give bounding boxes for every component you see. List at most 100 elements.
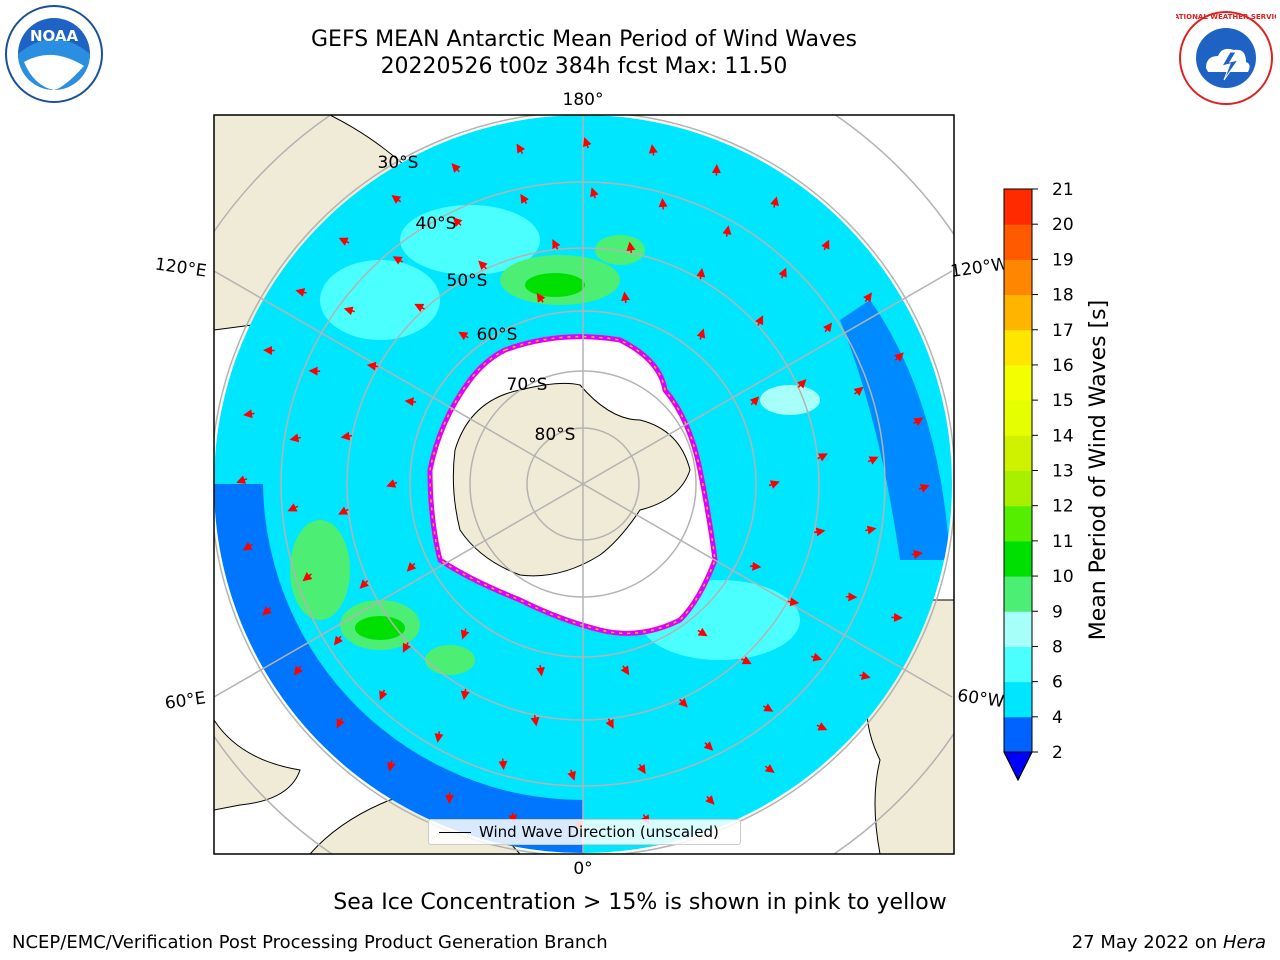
wind-arrow [778,267,787,279]
wind-arrow [863,292,873,303]
colorbar-segment [1004,224,1032,260]
wind-arrow [289,433,301,443]
colorbar-segment [1004,576,1032,612]
wind-arrow [749,561,762,571]
wind-arrow [811,652,823,662]
colorbar-segment [1004,681,1032,718]
wind-arrow [865,525,877,535]
colorbar-tick-label: 8 [1052,637,1063,657]
wind-arrow [478,260,488,271]
wind-arrow [520,193,529,205]
lat-label-60s: 60°S [477,325,518,345]
wind-arrow [859,671,871,680]
colorbar-tick-label: 15 [1052,391,1074,411]
wind-arrow [817,453,828,462]
wind-arrow [366,361,379,371]
colorbar-segment [1004,435,1032,471]
wind-arrow [386,479,398,488]
wind-arrow [460,688,470,701]
chart-subtitle: 20220526 t00z 384h fcst Max: 11.50 [380,54,788,79]
wind-arrow [583,137,592,149]
colorbar-tick-label: 18 [1052,286,1074,306]
wind-arrow [590,187,599,199]
wind-arrow [242,541,253,551]
wind-arrow [333,635,343,646]
wind-arrow [530,714,540,727]
wind-arrow [379,689,388,701]
colorbar-segment [1004,716,1032,753]
wind-arrow [460,628,470,640]
wind-arrow [823,322,833,333]
nws-logo-icon: NATIONAL WEATHER SERVICE [1168,8,1280,108]
colorbar-tick-label: 21 [1052,180,1074,200]
wind-arrow [648,144,658,156]
sea-ice-caption: Sea Ice Concentration > 15% is shown in … [333,890,947,915]
lat-label-50s: 50°S [447,271,488,291]
colorbar-segment [1004,646,1032,683]
wind-arrow [816,722,828,731]
wind-arrow [911,549,923,559]
wind-arrow [336,717,345,729]
colorbar-tick-label: 10 [1052,567,1074,587]
wind-arrow [894,352,904,362]
colorbar-tick-label: 13 [1052,462,1074,482]
colorbar-segment [1004,189,1032,225]
wind-arrow [741,656,752,665]
footer-host: Hera [1222,932,1266,953]
footer-branch: NCEP/EMC/Verification Post Processing Pr… [12,932,608,953]
noaa-logo-text: NOAA [30,27,79,45]
colorbar-segment [1004,400,1032,436]
wind-arrow [302,572,313,582]
wind-arrow [404,397,417,407]
wind-arrow [552,239,561,250]
wind-arrow [678,697,688,708]
nws-logo-text: NATIONAL WEATHER SERVICE [1176,13,1276,21]
wind-arrow [705,795,715,805]
wind-arrow [696,328,706,340]
lon-label-120w: 120°W [949,254,1009,282]
wind-arrow [340,431,353,441]
lat-label-30s: 30°S [378,153,419,173]
wind-arrow [658,197,668,210]
colorbar-tick-label: 12 [1052,497,1074,517]
wind-arrow [722,225,732,237]
wind-arrow [293,665,303,676]
wind-arrow [703,741,714,751]
noaa-logo-icon: NOAA [4,4,104,104]
wind-arrow [620,665,630,676]
wind-arrow [696,267,706,280]
lon-label-0: 0° [573,859,592,879]
lat-label-70s: 70°S [507,375,548,395]
chart-title: GEFS MEAN Antarctic Mean Period of Wind … [311,27,857,52]
wind-arrow [406,562,417,572]
wind-arrow [536,664,545,677]
wind-arrow [458,331,469,341]
legend-label: Wind Wave Direction (unscaled) [479,823,719,841]
colorbar-segment [1004,259,1032,296]
wind-arrow [605,718,614,729]
wind-arrow [236,475,248,484]
footer-date: 27 May 2022 on Hera [1072,932,1266,953]
wind-arrow [637,763,646,775]
wind-arrow [918,484,930,493]
colorbar-tick-label: 17 [1052,321,1074,341]
colorbar-tick-label: 20 [1052,215,1074,235]
colorbar-segment [1004,540,1032,577]
wind-arrow [338,237,350,246]
colorbar-tick-label: 2 [1052,743,1063,763]
colorbar-segment [1004,505,1032,542]
colorbar-tick-label: 6 [1052,673,1063,693]
wind-arrow [434,731,444,743]
colorbar-under-extend [1003,751,1033,782]
wind-arrow [391,194,402,204]
footer-date-text: 27 May 2022 on [1071,932,1223,953]
legend-line-icon [439,831,471,833]
colorbar-tick-label: 19 [1052,250,1074,270]
wind-arrow [359,579,370,589]
lon-label-60e: 60°E [164,688,207,713]
wind-arrow [762,703,774,712]
wind-arrow [516,143,526,154]
colorbar-segment [1004,611,1032,647]
wind-arrow [821,239,830,251]
